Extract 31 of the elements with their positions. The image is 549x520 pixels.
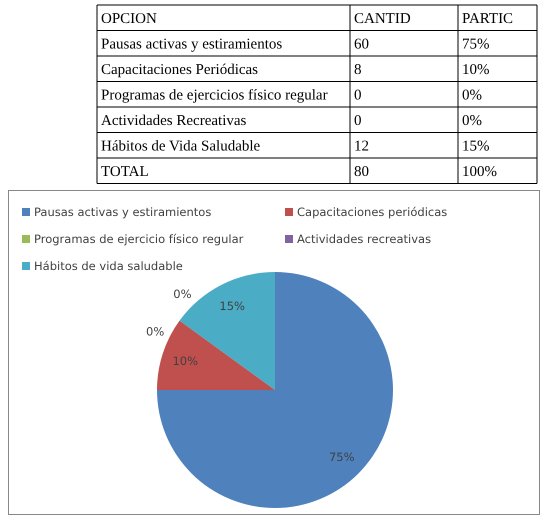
category-label: Capacitaciones Periódicas: [101, 62, 258, 78]
data-label: 12: [354, 138, 369, 154]
category-label: Hábitos de Vida Saludable: [101, 138, 261, 154]
data-label: 0%: [462, 113, 482, 129]
category-label: TOTAL: [101, 164, 149, 180]
legend-label: Programas de ejercicio físico regular: [34, 232, 244, 246]
data-label: 0%: [462, 88, 482, 104]
data-label: 75%: [462, 36, 490, 52]
data-label: 0: [354, 88, 362, 104]
text: 0%: [146, 324, 164, 339]
legend-label: Hábitos de vida saludable: [34, 259, 183, 273]
text: PARTIC: [462, 11, 514, 27]
category-label: Actividades Recreativas: [101, 113, 247, 129]
data-label: 0: [354, 113, 362, 129]
data-label: 80: [354, 164, 369, 180]
data-label: 10%: [462, 62, 490, 78]
legend-label: Actividades recreativas: [297, 232, 432, 246]
data-label: 75%: [328, 450, 355, 464]
text: CANTID: [354, 11, 411, 27]
data-label: 60: [354, 36, 369, 52]
data-label: 15%: [219, 298, 245, 313]
category-label: Programas de ejercicios físico regular: [101, 88, 328, 104]
legend-label: Pausas activas y estiramientos: [34, 205, 212, 219]
data-label: 15%: [462, 138, 490, 154]
data-label: 10%: [172, 354, 198, 368]
data-label: 8: [354, 62, 362, 78]
category-label: Pausas activas y estiramientos: [101, 36, 282, 52]
legend-label: Capacitaciones periódicas: [297, 205, 448, 219]
text: OPCION: [101, 11, 158, 27]
data-label: 100%: [462, 164, 497, 180]
text: 0%: [173, 287, 192, 302]
